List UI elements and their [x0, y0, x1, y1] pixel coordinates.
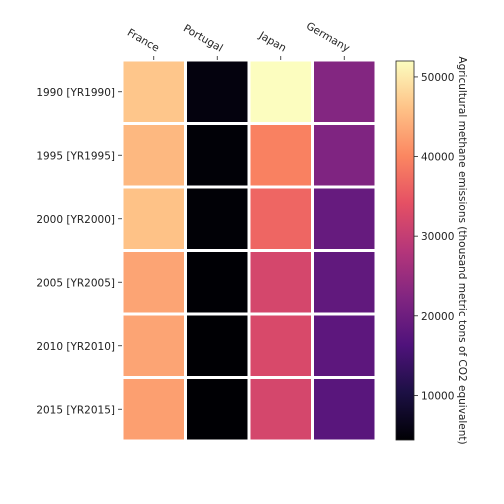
heatmap-cell	[184, 376, 251, 443]
heatmap-cell	[120, 185, 187, 252]
heatmap-cell	[311, 122, 378, 189]
heatmap-cell	[184, 185, 251, 252]
y-tick-label: 1995 [YR1995]	[36, 150, 115, 162]
heatmap-cells	[120, 58, 378, 443]
colorbar-tick-label: 10000	[421, 390, 454, 402]
heatmap-cell	[120, 312, 187, 379]
y-axis: 1990 [YR1990] 1995 [YR1995] 2000 [YR2000] 2…	[36, 87, 122, 416]
heatmap-cell	[247, 249, 314, 316]
colorbar-tick-label: 40000	[421, 152, 454, 164]
heatmap-cell	[311, 185, 378, 252]
heatmap-cell	[311, 312, 378, 379]
y-tick-label: 2000 [YR2000]	[36, 214, 115, 226]
heatmap-cell	[184, 58, 251, 125]
x-tick-label: Portugal	[181, 22, 225, 54]
colorbar-label: Agricultural methane emissions (thousand…	[456, 56, 468, 444]
x-axis: France Portugal Japan Germany	[125, 20, 352, 60]
heatmap-cell	[120, 58, 187, 125]
colorbar-ticks: 10000 20000 30000 40000 50000	[414, 72, 454, 402]
y-tick-label: 2010 [YR2010]	[36, 341, 115, 353]
y-tick-label: 1990 [YR1990]	[36, 87, 115, 99]
x-tick-label: Germany	[304, 20, 352, 55]
heatmap-cell	[311, 376, 378, 443]
x-tick-label: France	[125, 27, 161, 55]
y-tick-label: 2005 [YR2005]	[36, 277, 115, 289]
heatmap-cell	[184, 122, 251, 189]
heatmap-cell	[120, 122, 187, 189]
colorbar-tick-label: 30000	[421, 231, 454, 243]
heatmap-cell	[247, 58, 314, 125]
colorbar-tick-label: 20000	[421, 311, 454, 323]
heatmap-cell	[184, 312, 251, 379]
colorbar-gradient	[395, 60, 415, 441]
y-tick-label: 2015 [YR2015]	[36, 404, 115, 416]
heatmap-cell	[184, 249, 251, 316]
heatmap-cell	[311, 58, 378, 125]
heatmap-cell	[247, 376, 314, 443]
colorbar-tick-label: 50000	[421, 72, 454, 84]
x-tick-label: Japan	[256, 29, 288, 55]
heatmap-cell	[120, 376, 187, 443]
heatmap-cell	[247, 185, 314, 252]
heatmap-cell	[120, 249, 187, 316]
heatmap-cell	[247, 122, 314, 189]
colorbar: 10000 20000 30000 40000 50000 Agricultural m…	[395, 56, 468, 445]
heatmap-cell	[247, 312, 314, 379]
heatmap-cell	[311, 249, 378, 316]
